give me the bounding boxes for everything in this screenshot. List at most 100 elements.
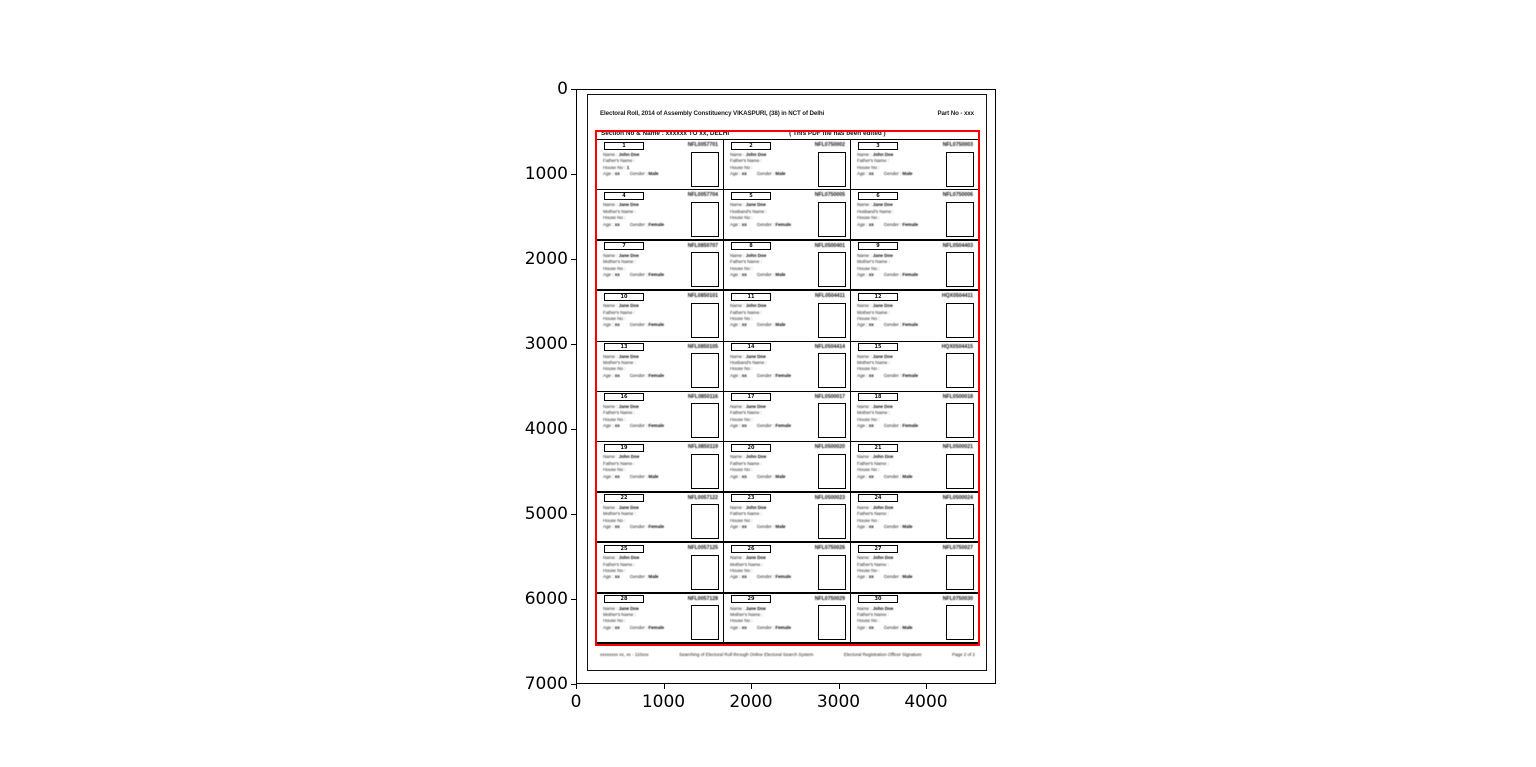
voter-record-cell[interactable]: 25 NFL0057125 Name : John Doe Father's Name…: [597, 543, 724, 594]
serial-number-box: 4: [604, 191, 644, 200]
voter-photo-box: [818, 504, 846, 540]
voter-record-cell[interactable]: 21 NFL0500021 Name : John Doe Father's Name…: [851, 442, 978, 493]
field-house-no: House No :: [857, 567, 880, 573]
epic-id: NFL0750026: [814, 545, 845, 552]
field-house-no: House No :: [857, 416, 880, 422]
voter-record-cell[interactable]: 14 NFL0504414 Name : Jane Doe Husband's Nam…: [724, 341, 851, 392]
epic-id: NFL0057125: [687, 545, 718, 552]
voter-record-cell[interactable]: 11 NFL0504411 Name : John Doe Father's Name…: [724, 291, 851, 342]
voter-record-cell[interactable]: 26 NFL0750026 Name : Jane Doe Mother's Name…: [724, 543, 851, 594]
field-house-no: House No :: [857, 517, 880, 523]
epic-id: NFL0500401: [814, 242, 845, 249]
epic-id: NFL0500020: [814, 444, 845, 451]
voter-fields: Name : John Doe Father's Name : House No …: [603, 152, 686, 178]
serial-number-box: 29: [731, 595, 771, 604]
field-age-gender: Age : xx Gender : Female: [603, 322, 664, 328]
field-relation: Husband's Name :: [730, 208, 767, 214]
field-relation: Father's Name :: [730, 158, 762, 164]
serial-number-box: 14: [731, 343, 771, 352]
voter-record-cell[interactable]: 22 NFL0057122 Name : Jane Doe Mother's Name…: [597, 492, 724, 544]
epic-id: NFL0850101: [687, 293, 718, 300]
voter-record-cell[interactable]: 3 NFL0750003 Name : John Doe Father's Name …: [851, 140, 978, 191]
epic-id: HQX0504411: [941, 293, 973, 300]
voter-record-cell[interactable]: 17 NFL0500017 Name : Jane Doe Father's Name…: [724, 391, 851, 443]
epic-id: NFL0500021: [942, 444, 973, 451]
voter-record-cell[interactable]: 13 NFL0850105 Name : Jane Doe Mother's Name…: [597, 341, 724, 392]
field-age-gender: Age : xx Gender : Male: [603, 473, 659, 479]
voter-record-cell[interactable]: 8 NFL0500401 Name : John Doe Father's Name …: [724, 240, 851, 292]
voter-record-cell[interactable]: 12 HQX0504411 Name : Jane Doe Mother's Name…: [851, 291, 978, 342]
field-house-no: House No :: [730, 517, 753, 523]
y-tick-label: 6000: [524, 589, 568, 609]
field-age-gender: Age : xx Gender : Male: [603, 171, 659, 177]
voter-photo-box: [691, 302, 719, 338]
voter-photo-box: [946, 403, 974, 439]
voter-photo-box: [691, 353, 719, 389]
section-note: ( This PDF file has been edited ): [789, 130, 886, 137]
field-age-gender: Age : xx Gender : Female: [857, 322, 918, 328]
serial-number-box: 19: [604, 443, 644, 452]
voter-record-cell[interactable]: 23 NFL0500023 Name : John Doe Father's Name…: [724, 492, 851, 544]
voter-record-cell[interactable]: 6 NFL0750006 Name : Jane Doe Husband's Name…: [851, 190, 978, 241]
field-house-no: House No :: [857, 215, 880, 221]
voter-record-cell[interactable]: 20 NFL0500020 Name : John Doe Father's Name…: [724, 442, 851, 493]
voter-fields: Name : Jane Doe Husband's Name : House No…: [857, 202, 940, 228]
x-tick-label: 3000: [816, 692, 861, 712]
epic-id: NFL0850707: [687, 242, 718, 249]
voter-record-cell[interactable]: 10 NFL0850101 Name : Jane Doe Father's Name…: [597, 291, 724, 342]
voter-fields: Name : John Doe Father's Name : House No …: [730, 152, 813, 178]
serial-number-box: 12: [858, 292, 898, 301]
field-house-no: House No :: [603, 618, 626, 624]
serial-number-box: 1: [604, 141, 644, 150]
voter-photo-box: [946, 453, 974, 489]
scanned-document-page: Electoral Roll, 2014 of Assembly Constit…: [587, 94, 987, 671]
field-name: Name : Jane Doe: [603, 504, 639, 510]
field-relation: Husband's Name :: [857, 208, 894, 214]
voter-record-cell[interactable]: 2 NFL0750002 Name : John Doe Father's Name …: [724, 140, 851, 191]
field-relation: Father's Name :: [857, 511, 889, 517]
voter-record-cell[interactable]: 4 NFL0057704 Name : Jane Doe Mother's Name …: [597, 190, 724, 241]
field-name: Name : John Doe: [857, 454, 894, 460]
field-relation: Mother's Name :: [603, 511, 636, 517]
voter-photo-box: [818, 302, 846, 338]
voter-fields: Name : Jane Doe Father's Name : House No …: [730, 404, 813, 430]
field-house-no: House No :: [603, 315, 626, 321]
field-name: Name : Jane Doe: [730, 605, 766, 611]
document-header: Electoral Roll, 2014 of Assembly Constit…: [588, 103, 986, 123]
voter-record-cell[interactable]: 29 NFL0750029 Name : Jane Doe Mother's Name…: [724, 593, 851, 644]
voter-record-cell[interactable]: 28 NFL0057128 Name : Jane Doe Mother's Name…: [597, 593, 724, 644]
field-house-no: House No :: [730, 618, 753, 624]
field-relation: Father's Name :: [730, 410, 762, 416]
voter-photo-box: [946, 201, 974, 237]
voter-record-cell[interactable]: 15 HQX0504415 Name : Jane Doe Mother's Name…: [851, 341, 978, 392]
voter-record-cell[interactable]: 7 NFL0850707 Name : Jane Doe Mother's Name …: [597, 240, 724, 292]
field-age-gender: Age : xx Gender : Male: [730, 523, 786, 529]
serial-number-box: 17: [731, 393, 771, 402]
field-name: Name : John Doe: [603, 555, 640, 561]
voter-record-cell[interactable]: 27 NFL0750027 Name : John Doe Father's Name…: [851, 543, 978, 594]
document-footer: xxxxxxxx xx, xx - 110xxx Searching of El…: [597, 644, 978, 660]
voter-record-cell[interactable]: 24 NFL0500024 Name : John Doe Father's Name…: [851, 492, 978, 544]
field-house-no: House No :: [730, 265, 753, 271]
field-relation: Father's Name :: [603, 309, 635, 315]
voter-fields: Name : Jane Doe Mother's Name : House No …: [857, 303, 940, 329]
epic-id: NFL0850119: [688, 444, 718, 451]
voter-record-cell[interactable]: 19 NFL0850119 Name : John Doe Father's Name…: [597, 442, 724, 493]
x-tick-mark: [751, 684, 753, 689]
voter-photo-box: [946, 302, 974, 338]
voter-fields: Name : Jane Doe Mother's Name : House No …: [603, 253, 686, 279]
epic-id: NFL0850105: [687, 343, 718, 350]
epic-id: NFL0750003: [942, 142, 973, 148]
field-age-gender: Age : xx Gender : Female: [730, 624, 791, 630]
voter-record-cell[interactable]: 16 NFL0850116 Name : Jane Doe Father's Name…: [597, 391, 724, 443]
field-age-gender: Age : xx Gender : Female: [857, 372, 918, 378]
voter-record-cell[interactable]: 5 NFL0750005 Name : Jane Doe Husband's Name…: [724, 190, 851, 241]
voter-photo-box: [946, 151, 974, 187]
voter-record-cell[interactable]: 1 NFL0057701 Name : John Doe Father's Name …: [597, 140, 724, 191]
voter-photo-box: [818, 353, 846, 389]
voter-record-cell[interactable]: 18 NFL0500018 Name : Jane Doe Mother's Name…: [851, 391, 978, 443]
voter-record-cell[interactable]: 30 NFL0750030 Name : John Doe Father's Name…: [851, 593, 978, 644]
field-house-no: House No :: [730, 164, 753, 170]
voter-record-cell[interactable]: 9 NFL0504403 Name : Jane Doe Mother's Name …: [851, 240, 978, 292]
field-age-gender: Age : xx Gender : Female: [857, 272, 918, 277]
